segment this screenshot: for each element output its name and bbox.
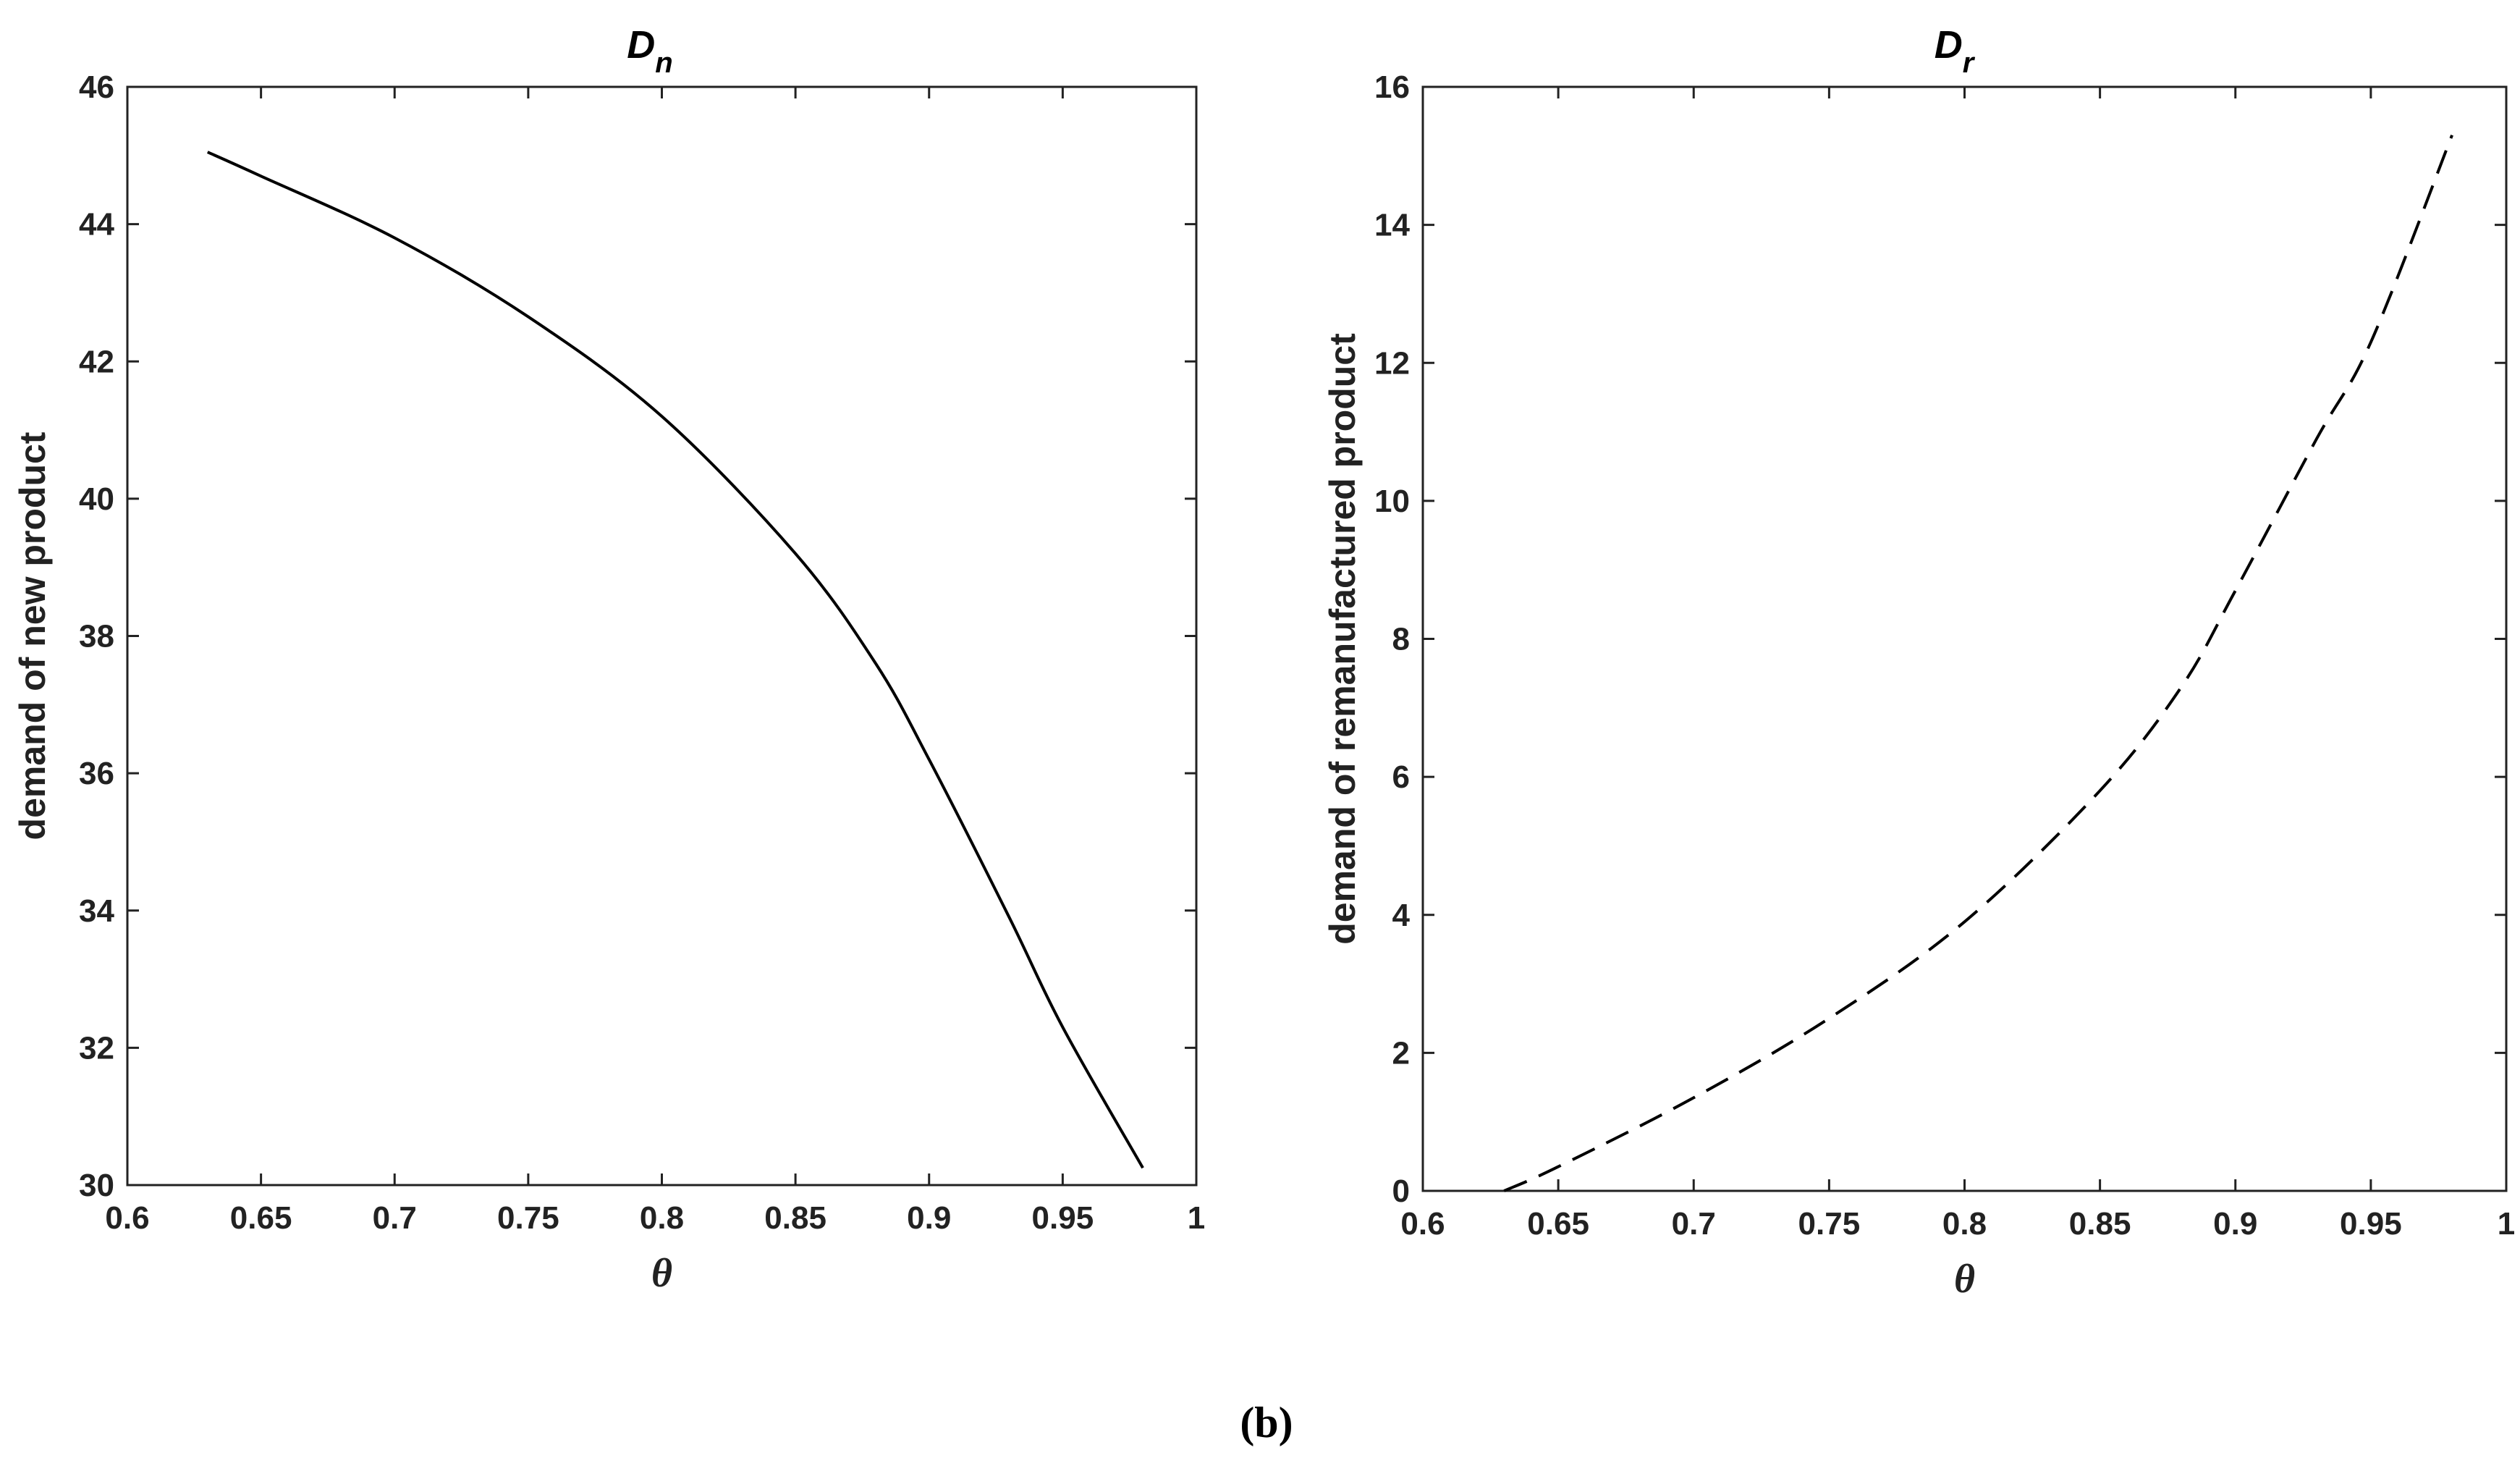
y-tick-label: 36 [79,756,114,791]
y-tick-label: 30 [79,1168,114,1203]
x-tick-label: 1 [2498,1206,2515,1242]
x-tick-label: 0.85 [764,1200,826,1236]
series-line [206,151,1144,1169]
x-tick-label: 0.7 [373,1200,417,1236]
y-tick-label: 46 [79,69,114,105]
x-tick-label: 0.95 [1032,1200,1094,1236]
x-tick-label: 1 [1188,1200,1205,1236]
chart-title: Dr [1935,23,1976,79]
x-tick-label: 0.75 [1798,1206,1861,1242]
y-axis-label: demand of new product [12,431,53,840]
figure-caption: (b) [1240,1399,1293,1446]
x-tick-label: 0.65 [1527,1206,1589,1242]
x-tick-label: 0.75 [497,1200,559,1236]
x-tick-label: 0.8 [640,1200,684,1236]
x-tick-label: 0.85 [2069,1206,2131,1242]
series-line [1503,134,2453,1192]
y-tick-label: 4 [1392,898,1411,933]
chart-panel-remanufactured-product: 0.6 0.65 0.7 0.75 0.8 0.85 0.9 0.95 102468101214… [1322,23,2515,1302]
x-axis-label: θ [1954,1257,1975,1302]
y-tick-label: 12 [1374,345,1410,381]
x-tick-label: 0.95 [2340,1206,2402,1242]
y-tick-label: 10 [1374,484,1410,519]
y-tick-label: 8 [1392,622,1410,657]
y-tick-label: 14 [1374,208,1410,243]
y-tick-label: 38 [79,619,114,654]
y-axis-label: demand of remanufactured product [1322,333,1363,945]
chart-panel-new-product: 0.6 0.65 0.7 0.75 0.8 0.85 0.9 0.95 1 30 32 34 36 38 4… [12,23,1205,1296]
x-tick-label: 0.9 [907,1200,951,1236]
y-tick-label: 2 [1392,1035,1410,1071]
x-tick-label: 0.8 [1942,1206,1987,1242]
y-tick-label: 42 [79,344,114,379]
y-tick-label: 34 [79,893,114,929]
x-tick-label: 0.6 [1400,1206,1445,1242]
x-tick-label: 0.6 [105,1200,149,1236]
y-tick-label: 0 [1392,1173,1410,1209]
y-tick-label: 44 [79,207,114,243]
y-tick-label: 40 [79,481,114,517]
axes-frame [1421,85,2508,1192]
x-tick-label: 0.9 [2213,1206,2257,1242]
y-tick-label: 16 [1374,69,1410,105]
x-tick-label: 0.7 [1672,1206,1716,1242]
chart-title: Dn [627,23,672,79]
x-axis-label: θ [651,1251,672,1296]
y-tick-label: 6 [1392,759,1410,795]
axes-frame [126,85,1198,1187]
x-tick-label: 0.65 [230,1200,292,1236]
y-tick-label: 32 [79,1030,114,1066]
